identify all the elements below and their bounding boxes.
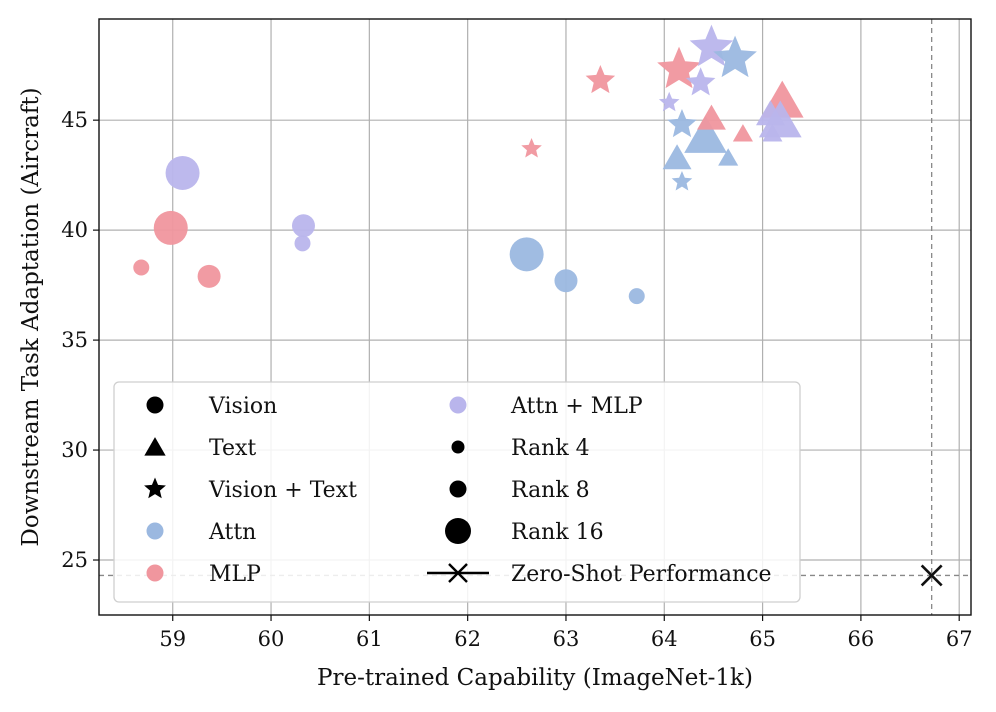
x-tick-label: 66 <box>848 627 875 651</box>
legend-marker <box>146 564 164 582</box>
y-tick-label: 40 <box>61 218 88 242</box>
data-point <box>153 210 188 245</box>
legend-marker <box>144 437 166 456</box>
y-tick-label: 35 <box>61 328 88 352</box>
data-point <box>294 235 311 252</box>
data-point <box>684 115 727 153</box>
data-point <box>667 109 697 138</box>
data-point <box>713 35 757 78</box>
legend-marker <box>449 396 467 414</box>
data-point <box>133 259 150 276</box>
data-point <box>697 104 726 130</box>
legend-label: Text <box>209 436 256 461</box>
legend-label: Rank 4 <box>511 436 590 461</box>
x-tick-label: 60 <box>258 627 285 651</box>
legend-label: Vision <box>208 394 277 419</box>
data-point <box>732 124 753 142</box>
data-points <box>133 24 943 587</box>
legend-marker <box>146 396 164 414</box>
data-point <box>197 264 221 288</box>
x-tick-label: 64 <box>651 627 678 651</box>
data-point <box>671 170 693 191</box>
data-point <box>685 67 716 96</box>
legend-marker <box>144 477 166 499</box>
legend-label: Zero-Shot Performance <box>511 562 772 587</box>
zero-shot-marker <box>920 564 943 587</box>
legend-label: Attn + MLP <box>510 394 643 419</box>
data-point <box>628 288 645 305</box>
legend: Vision Text Vision + Text Attn MLP Attn + MLP… <box>113 381 801 603</box>
legend-marker <box>146 522 164 540</box>
x-tick-label: 65 <box>749 627 776 651</box>
legend-zero-shot-marker <box>448 563 468 583</box>
data-point <box>509 237 544 272</box>
x-axis-label: Pre-trained Capability (ImageNet-1k) <box>317 665 753 691</box>
x-tick-label: 63 <box>553 627 580 651</box>
data-point <box>554 269 578 293</box>
x-tick-label: 67 <box>946 627 973 651</box>
legend-label: Rank 16 <box>511 520 604 545</box>
data-point <box>521 137 542 158</box>
legend-label: Rank 8 <box>511 478 590 503</box>
y-axis-label: Downstream Task Adaptation (Aircraft) <box>18 87 44 546</box>
plot-frame <box>98 18 972 616</box>
axes: 59 60 61 62 63 64 65 66 67 25 30 35 40 45 <box>61 18 973 651</box>
data-point <box>165 155 200 190</box>
legend-label: Vision + Text <box>208 478 357 503</box>
x-tick-label: 62 <box>454 627 481 651</box>
data-point <box>585 65 616 94</box>
data-point <box>291 214 315 238</box>
x-tick-label: 59 <box>159 627 186 651</box>
data-point <box>762 124 783 142</box>
legend-label: Attn <box>208 520 256 545</box>
legend-marker <box>451 440 465 454</box>
data-point <box>756 100 785 126</box>
y-tick-label: 25 <box>61 548 88 572</box>
data-point <box>658 91 680 112</box>
y-tick-label: 45 <box>61 108 88 132</box>
data-point <box>662 144 692 170</box>
legend-marker <box>445 518 471 544</box>
legend-marker <box>449 480 467 498</box>
legend-label: MLP <box>209 562 261 587</box>
y-tick-label: 30 <box>61 438 88 462</box>
x-tick-label: 61 <box>356 627 383 651</box>
data-point <box>718 148 739 166</box>
